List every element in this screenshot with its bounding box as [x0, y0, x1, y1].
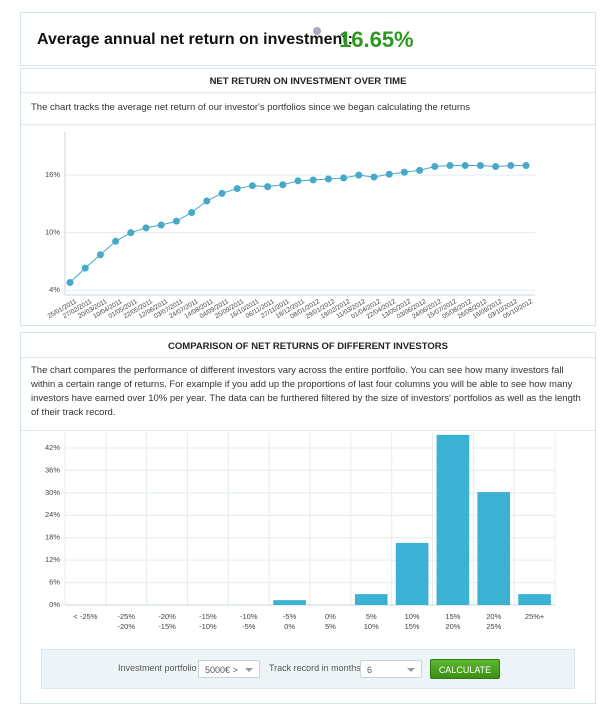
- x-tick-label: 5%: [366, 612, 377, 621]
- data-point: [476, 162, 484, 170]
- bar: [477, 492, 511, 605]
- x-tick-label: 0%: [325, 612, 336, 621]
- y-tick-label: 18%: [45, 533, 60, 542]
- y-tick-label: 10%: [45, 228, 60, 237]
- x-tick-label: 10%: [364, 622, 379, 631]
- summary-title: Average annual net return on investment:: [37, 31, 353, 48]
- data-point: [157, 221, 165, 229]
- x-tick-label: < -25%: [73, 612, 97, 621]
- data-point: [340, 174, 348, 182]
- section-description: The chart compares the performance of di…: [31, 365, 581, 418]
- x-tick-label: 25%+: [525, 612, 545, 621]
- track-select[interactable]: 6: [360, 660, 422, 678]
- data-point: [507, 162, 515, 170]
- y-tick-label: 16%: [45, 170, 60, 179]
- x-tick-label: -15%: [158, 622, 176, 631]
- separator: [21, 357, 595, 358]
- y-tick-label: 24%: [45, 510, 60, 519]
- y-tick-label: 12%: [45, 555, 60, 564]
- data-point: [400, 168, 408, 176]
- data-point: [355, 171, 363, 179]
- x-tick-label: -10%: [240, 612, 258, 621]
- data-point: [492, 163, 500, 171]
- line-chart: 4%10%16%25/01/201127/02/201120/03/201110…: [45, 132, 535, 320]
- separator: [21, 124, 595, 125]
- x-tick-label: -20%: [117, 622, 135, 631]
- data-point: [264, 183, 272, 191]
- data-point: [96, 251, 104, 259]
- data-point: [309, 176, 317, 184]
- separator: [21, 430, 595, 431]
- summary-box: Average annual net return on investment:…: [20, 12, 596, 66]
- y-tick-label: 4%: [49, 285, 60, 294]
- data-point: [233, 185, 241, 193]
- data-point: [522, 162, 530, 170]
- data-point: [66, 279, 74, 287]
- x-tick-label: -25%: [117, 612, 135, 621]
- data-point: [446, 162, 454, 170]
- bar: [354, 594, 388, 605]
- bar-chart: 0%6%12%18%24%30%36%42%< -25% -25%-20%-20%…: [45, 433, 556, 631]
- y-tick-label: 30%: [45, 488, 60, 497]
- data-point: [218, 189, 226, 197]
- data-point: [81, 264, 89, 272]
- section-1: NET RETURN ON INVESTMENT OVER TIME The c…: [20, 68, 596, 326]
- data-point: [385, 170, 393, 178]
- data-point: [431, 163, 439, 171]
- y-tick-label: 36%: [45, 465, 60, 474]
- x-tick-label: 20%: [486, 612, 501, 621]
- portfolio-label: Investment portfolio :: [118, 663, 202, 673]
- x-tick-label: 20%: [445, 622, 460, 631]
- x-tick-label: 25%: [486, 622, 501, 631]
- x-tick-label: 0%: [284, 622, 295, 631]
- data-point: [142, 224, 150, 232]
- data-point: [324, 175, 332, 183]
- data-point: [203, 197, 211, 205]
- data-point: [127, 229, 135, 237]
- x-tick-label: -5%: [242, 622, 256, 631]
- x-tick-label: -10%: [199, 622, 217, 631]
- bar: [395, 542, 429, 605]
- x-tick-label: -15%: [199, 612, 217, 621]
- y-tick-label: 42%: [45, 443, 60, 452]
- y-tick-label: 6%: [49, 578, 60, 587]
- x-tick-label: 5%: [325, 622, 336, 631]
- calculate-button[interactable]: CALCULATE: [430, 659, 500, 679]
- y-tick-label: 0%: [49, 600, 60, 609]
- x-tick-label: -5%: [283, 612, 297, 621]
- data-point: [279, 181, 287, 189]
- section-title: COMPARISON OF NET RETURNS OF DIFFERENT I…: [168, 341, 448, 352]
- data-point: [188, 209, 196, 217]
- section-2: COMPARISON OF NET RETURNS OF DIFFERENT I…: [20, 332, 596, 704]
- x-tick-label: 10%: [405, 612, 420, 621]
- info-icon[interactable]: [313, 27, 321, 35]
- data-point: [370, 173, 378, 181]
- bar: [436, 434, 470, 605]
- bar: [518, 594, 551, 605]
- bar: [273, 600, 306, 605]
- filter-bar: Investment portfolio : 5000€ > Track rec…: [41, 649, 575, 689]
- track-label: Track record in months:: [269, 663, 364, 673]
- data-point: [248, 182, 256, 190]
- x-tick-label: 15%: [405, 622, 420, 631]
- data-point: [172, 217, 180, 225]
- x-tick-label: -20%: [158, 612, 176, 621]
- data-point: [294, 177, 302, 185]
- data-point: [416, 166, 424, 174]
- section-title: NET RETURN ON INVESTMENT OVER TIME: [209, 76, 407, 87]
- x-tick-label: 15%: [445, 612, 460, 621]
- data-point: [112, 237, 120, 245]
- data-point: [461, 162, 469, 170]
- section-description: The chart tracks the average net return …: [31, 102, 471, 113]
- portfolio-select[interactable]: 5000€ >: [198, 660, 260, 678]
- separator: [21, 92, 595, 93]
- summary-value: 16.65%: [339, 27, 414, 52]
